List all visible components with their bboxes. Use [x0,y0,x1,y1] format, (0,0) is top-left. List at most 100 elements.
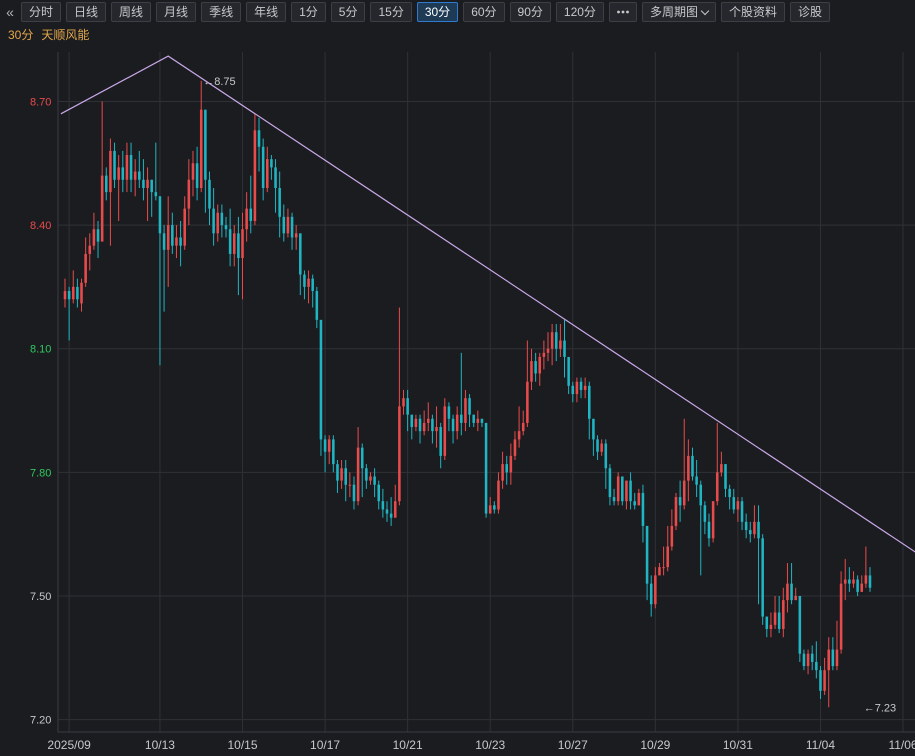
candle-body [228,229,232,254]
candle-body [802,653,806,667]
candle-body [414,418,418,428]
candle-body [852,579,855,584]
candle-body [740,501,744,522]
candle-body [133,171,137,180]
candlestick-chart: 8.70 8.40 8.10 7.80 7.50 7.20 2025/09 10/13 10/1… [30,52,915,752]
candle-body [389,513,393,518]
candle-body [736,501,740,510]
candle-body [422,422,426,432]
candle-body [220,212,224,226]
period-button-5min[interactable]: 5分 [330,2,366,22]
candle-body [629,480,632,502]
stock-info-button[interactable]: 个股资料 [720,2,785,22]
candle-body [488,505,492,514]
x-tick-label: 10/13 [145,738,175,752]
more-button[interactable] [608,2,637,22]
period-button-30min[interactable]: 30分 [416,2,459,22]
candle-body [691,455,694,477]
candle-body [319,319,323,440]
multi-period-label: 多周期图 [649,5,698,19]
x-tick-label: 10/23 [475,738,505,752]
candle-body [138,171,141,180]
candle-body [810,653,814,662]
candle-body [249,208,253,221]
more-dots-icon [617,10,629,14]
candle-body [294,233,298,238]
candle-body [695,476,698,485]
candle-body [158,196,162,234]
candle-body [204,109,207,180]
candle-body [827,649,830,671]
candle-body [521,422,525,432]
candle-body [373,476,376,485]
period-button-60min[interactable]: 60分 [463,2,505,22]
multi-period-dropdown[interactable]: 多周期图 [641,2,716,22]
candle-body [765,616,769,629]
price-annotation: ←8.75 [203,76,235,88]
candle-body [340,468,343,481]
x-tick-label: 10/29 [640,738,670,752]
candle-body [92,229,96,246]
period-button-daily[interactable]: 日线 [66,2,107,22]
period-button-weekly[interactable]: 周线 [111,2,152,22]
candle-body [348,484,352,486]
period-button-1min[interactable]: 1分 [291,2,326,22]
period-button-90min[interactable]: 90分 [509,2,551,22]
candle-body [534,361,537,374]
candle-body [645,525,649,584]
candle-body [443,406,447,456]
x-tick-label: 10/15 [227,738,257,752]
period-button-monthly[interactable]: 月线 [156,2,197,22]
candle-body [637,492,641,506]
candle-body [171,225,174,246]
candle-body [724,464,727,489]
candle-body [666,546,669,568]
candle-body [856,579,859,592]
candle-body [497,480,500,510]
candle-body [369,476,372,481]
candle-body [150,179,153,193]
candle-body [571,385,575,395]
candle-body [843,579,847,584]
candle-body [327,439,331,452]
candle-body [356,447,360,502]
candle-body [806,653,810,667]
candle-body [278,188,281,217]
candle-body [761,538,764,617]
y-tick-label: 8.10 [30,344,51,356]
candle-body [790,583,793,601]
candle-body [67,291,71,300]
period-button-quarterly[interactable]: 季线 [201,2,242,22]
candle-body [261,146,265,188]
diagnose-button[interactable]: 诊股 [789,2,830,22]
period-button-timeshare[interactable]: 分时 [21,2,62,22]
candle-body [550,332,554,349]
candle-body [80,282,83,304]
candle-body [815,661,818,671]
candle-body [715,472,719,502]
candle-body [509,455,513,473]
candle-body [728,488,731,498]
candle-body [385,509,389,514]
candle-body [253,130,257,221]
candle-body [435,427,438,432]
candle-body [451,418,455,432]
candle-body [129,155,133,180]
candle-body [860,583,864,592]
candle-body [621,476,624,502]
candle-body [546,348,550,353]
candle-body [513,439,517,456]
candle-body [455,414,459,432]
candle-body [257,130,261,147]
candle-body [757,521,760,539]
candle-body [439,427,442,456]
candle-body [476,418,480,423]
candle-body [864,575,868,584]
period-button-120min[interactable]: 120分 [555,2,604,22]
candle-body [625,480,628,502]
period-button-yearly[interactable]: 年线 [246,2,287,22]
candle-body [352,484,356,502]
double-chevron-left-icon[interactable]: « [6,4,14,20]
period-button-15min[interactable]: 15分 [370,2,412,22]
candle-body [538,356,542,374]
